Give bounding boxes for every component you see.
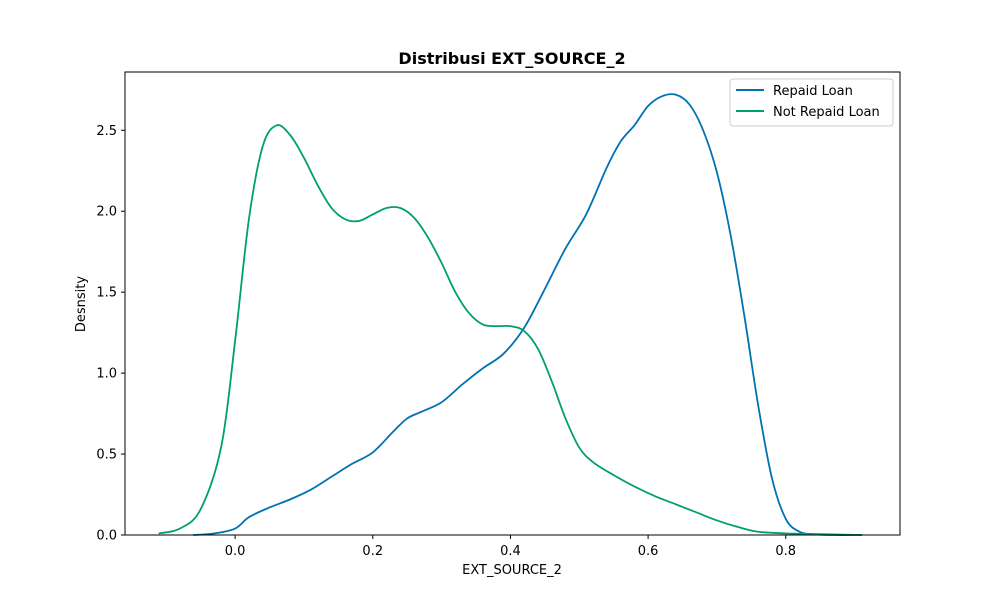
chart-title: Distribusi EXT_SOURCE_2 [398,49,625,68]
plot-frame [124,71,901,536]
x-tick-label: 0.4 [500,544,521,559]
y-tick-label: 1.0 [96,367,117,382]
y-tick-label: 0.0 [96,529,117,544]
y-tick-label: 1.5 [96,286,117,301]
y-axis-label: Desnsity [74,276,89,333]
x-tick-label: 0.0 [225,544,246,559]
x-tick-label: 0.2 [362,544,383,559]
legend-box [729,78,894,127]
series-line-repaid-loan [192,93,863,536]
legend-label-repaid-loan: Repaid Loan [773,84,853,99]
legend: Repaid Loan Not Repaid Loan [729,78,894,127]
x-axis-label: EXT_SOURCE_2 [462,563,562,578]
x-tick-label: 0.8 [775,544,796,559]
series-line-not-repaid-loan [158,124,863,536]
legend-label-not-repaid-loan: Not Repaid Loan [773,105,880,120]
x-tick-label: 0.6 [638,544,659,559]
y-tick-label: 2.5 [96,124,117,139]
y-tick-label: 2.0 [96,205,117,220]
plot-area [124,71,901,536]
series-layer [158,93,863,536]
x-axis-ticks: 0.0 0.2 0.4 0.6 0.8 [225,535,796,559]
y-tick-label: 0.5 [96,448,117,463]
y-axis-ticks: 0.0 0.5 1.0 1.5 2.0 2.5 [96,124,125,544]
